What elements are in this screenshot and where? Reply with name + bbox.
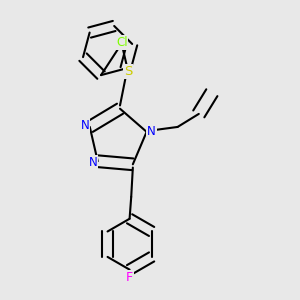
Text: N: N [80, 119, 89, 132]
Text: N: N [147, 125, 156, 138]
Text: S: S [124, 65, 132, 78]
Text: N: N [88, 156, 97, 170]
Text: Cl: Cl [116, 36, 127, 49]
Text: F: F [126, 271, 133, 284]
